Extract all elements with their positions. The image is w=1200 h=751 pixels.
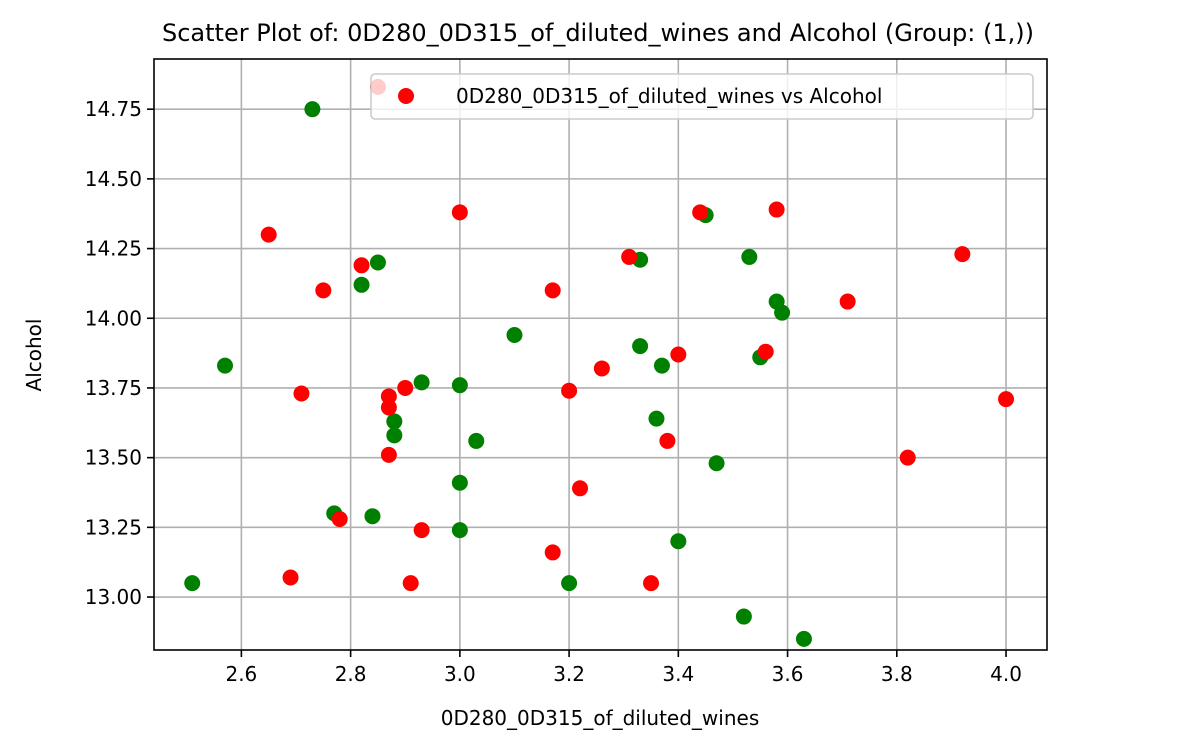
data-point	[331, 510, 348, 527]
x-tick-label: 2.6	[225, 662, 257, 686]
legend-box	[370, 73, 1034, 120]
y-tick-label: 14.00	[85, 306, 142, 330]
data-point	[774, 304, 791, 321]
data-point	[768, 201, 785, 218]
data-point	[544, 282, 561, 299]
data-point	[735, 608, 752, 625]
y-tick-label: 13.25	[85, 515, 142, 539]
data-point	[353, 257, 370, 274]
data-point	[899, 449, 916, 466]
data-point	[315, 282, 332, 299]
data-point	[304, 101, 321, 118]
x-tick-label: 4.0	[990, 662, 1022, 686]
data-point	[451, 474, 468, 491]
data-point	[670, 533, 687, 550]
y-tick-label: 14.50	[85, 167, 142, 191]
data-point	[795, 630, 812, 647]
data-point	[364, 508, 381, 525]
data-point	[839, 293, 856, 310]
data-point	[353, 276, 370, 293]
data-point	[468, 432, 485, 449]
data-point	[954, 246, 971, 263]
legend-entry-label: 0D280_0D315_of_diluted_wines vs Alcohol	[456, 84, 882, 108]
x-axis-label: 0D280_0D315_of_diluted_wines	[441, 706, 760, 730]
data-point	[402, 575, 419, 592]
x-tick-label: 3.8	[881, 662, 913, 686]
data-point	[648, 410, 665, 427]
y-tick-label: 13.75	[85, 376, 142, 400]
y-axis-label: Alcohol	[22, 319, 46, 392]
data-point	[413, 522, 430, 539]
x-tick-label: 3.2	[553, 662, 585, 686]
data-point	[544, 544, 561, 561]
data-point	[643, 575, 660, 592]
data-point	[451, 522, 468, 539]
x-tick-label: 3.6	[772, 662, 804, 686]
data-point	[506, 326, 523, 343]
data-point	[659, 432, 676, 449]
data-point	[572, 480, 589, 497]
data-point	[708, 455, 725, 472]
x-tick-label: 3.0	[444, 662, 476, 686]
x-axis-ticks: 2.6 2.8 3.0 3.2 3.4 3.6 3.8 4.0	[225, 650, 1022, 686]
legend-marker	[398, 88, 414, 104]
data-point	[451, 377, 468, 394]
data-point	[741, 248, 758, 265]
data-point	[593, 360, 610, 377]
chart-title: Scatter Plot of: 0D280_0D315_of_diluted_…	[162, 19, 1034, 47]
data-point	[380, 399, 397, 416]
legend: 0D280_0D315_of_diluted_wines vs Alcohol	[370, 73, 1034, 120]
grid-lines	[154, 59, 1047, 650]
data-point	[184, 575, 201, 592]
data-point	[561, 382, 578, 399]
data-point	[561, 575, 578, 592]
y-axis-ticks: 13.00 13.25 13.50 13.75 14.00 14.25 14.50 14.75	[85, 97, 154, 609]
data-point	[757, 343, 774, 360]
y-tick-label: 13.50	[85, 446, 142, 470]
data-point	[998, 391, 1015, 408]
data-point	[397, 379, 414, 396]
data-point	[369, 254, 386, 271]
data-point	[451, 204, 468, 221]
plot-frame	[153, 58, 1048, 651]
data-point	[386, 427, 403, 444]
data-point	[670, 346, 687, 363]
data-point	[653, 357, 670, 374]
x-tick-label: 3.4	[662, 662, 694, 686]
data-point	[282, 569, 299, 586]
y-tick-label: 14.75	[85, 97, 142, 121]
data-point	[386, 413, 403, 430]
y-tick-label: 14.25	[85, 237, 142, 261]
data-point	[260, 226, 277, 243]
data-point	[380, 388, 397, 405]
x-tick-label: 2.8	[335, 662, 367, 686]
data-point	[293, 385, 310, 402]
data-point	[413, 374, 430, 391]
data-point	[217, 357, 234, 374]
data-point	[380, 446, 397, 463]
data-point	[692, 204, 709, 221]
data-point	[621, 248, 638, 265]
y-tick-label: 13.00	[85, 585, 142, 609]
data-point	[632, 338, 649, 355]
data-points	[184, 78, 1015, 647]
